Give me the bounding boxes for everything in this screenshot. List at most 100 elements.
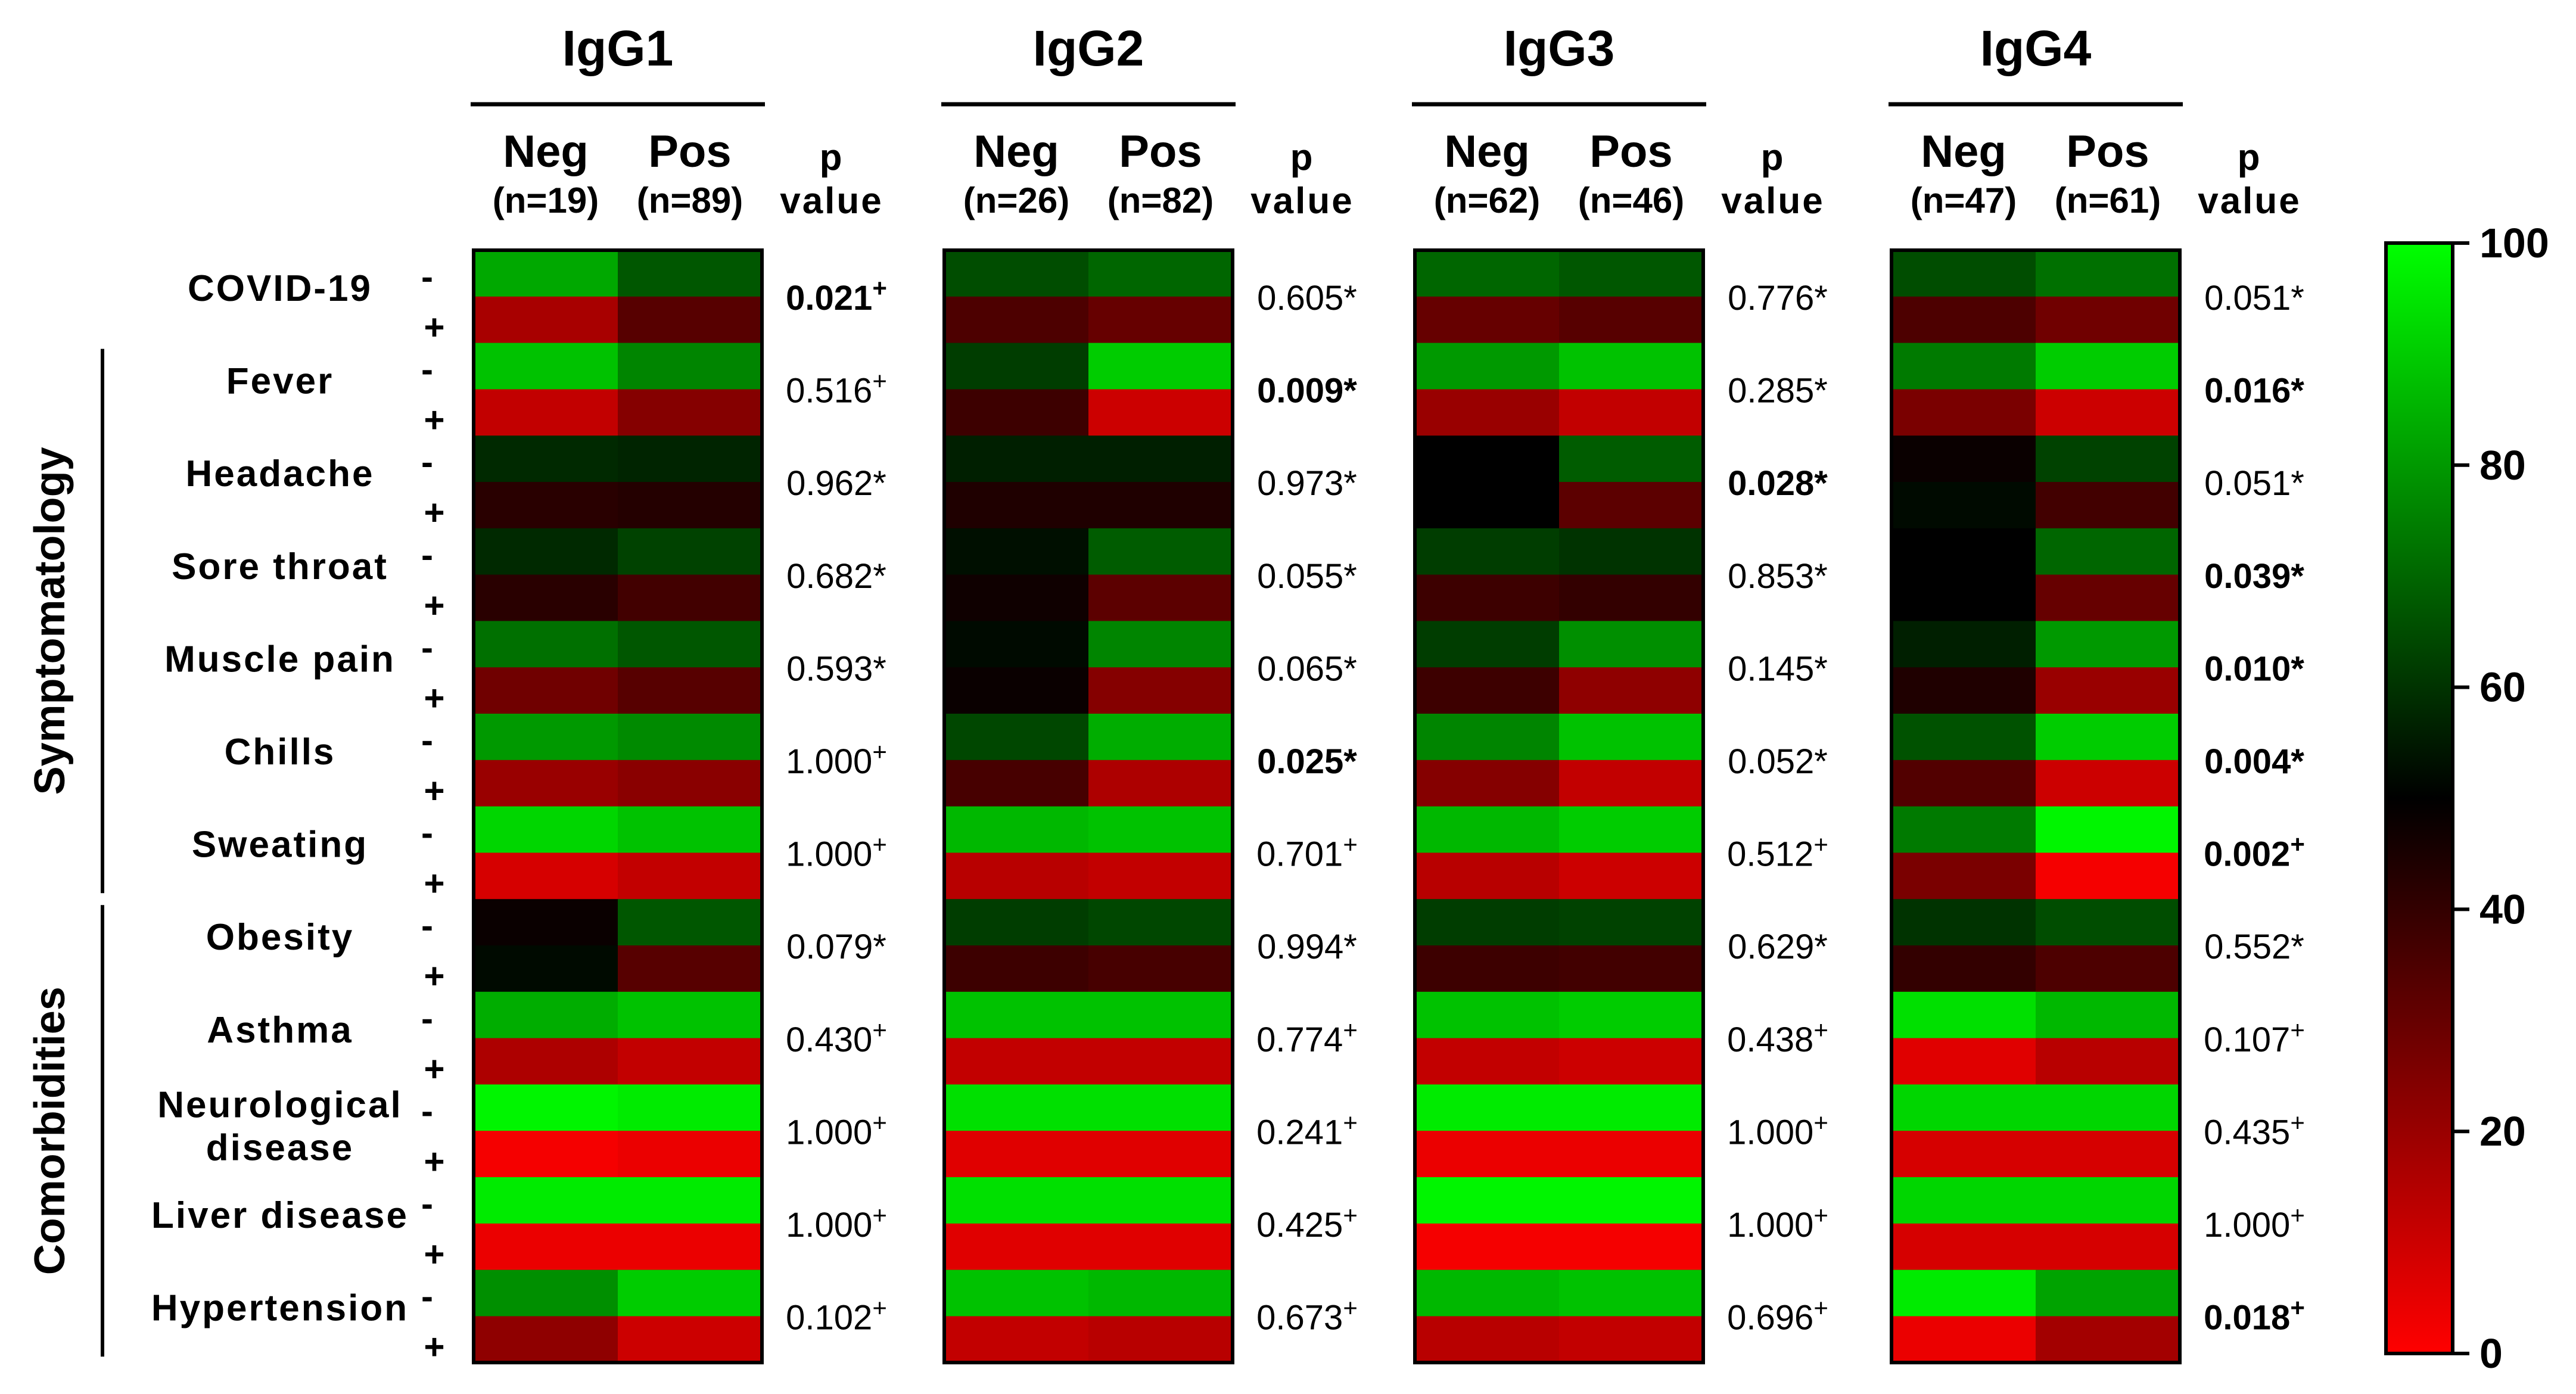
heatmap-cell: [1415, 667, 1560, 714]
colorbar-tick-label: 20: [2479, 1108, 2526, 1155]
column-label: Pos: [648, 126, 731, 177]
column-n: (n=19): [493, 181, 599, 220]
p-value: 0.079*: [786, 928, 886, 966]
p-value: 1.000+: [2204, 1201, 2305, 1244]
p-value-marker: +: [1813, 1201, 1828, 1229]
sign-absent: -: [421, 350, 433, 390]
heatmap-cell: [1088, 1084, 1233, 1131]
heatmap-cell: [1559, 528, 1704, 575]
p-value-marker: *: [1343, 742, 1357, 781]
sign-absent: -: [421, 535, 433, 575]
row-label: Neurological: [157, 1084, 403, 1125]
heatmap-cell: [1559, 1084, 1704, 1131]
p-value: 1.000+: [786, 1201, 887, 1244]
sign-present: +: [424, 1327, 444, 1367]
heatmap-cell: [1088, 250, 1233, 297]
heatmap-cell: [1559, 852, 1704, 900]
heatmap-cell: [1891, 250, 2036, 297]
group-label: Comorbidities: [26, 987, 74, 1275]
heatmap-cell: [1415, 1084, 1560, 1131]
p-value-number: 0.016: [2204, 372, 2291, 410]
heatmap-cell: [2036, 435, 2180, 483]
panel-title: IgG3: [1504, 20, 1615, 76]
heatmap-cell: [618, 574, 763, 621]
heatmap-cell: [1559, 621, 1704, 668]
heatmap-cell: [618, 899, 763, 946]
p-value: 0.512+: [1727, 830, 1828, 874]
heatmap-cell: [1559, 1269, 1704, 1317]
heatmap-cell: [618, 852, 763, 900]
p-value-header: p: [2238, 137, 2262, 178]
heatmap-cell: [1415, 714, 1560, 761]
p-value-marker: +: [2290, 1201, 2305, 1229]
heatmap-cell: [1415, 482, 1560, 529]
p-value-marker: *: [1814, 649, 1828, 688]
heatmap-cell: [1088, 1223, 1233, 1271]
heatmap-cell: [944, 482, 1089, 529]
heatmap-cell: [618, 435, 763, 483]
p-value: 0.673+: [1256, 1294, 1358, 1337]
heatmap-cell: [944, 296, 1089, 344]
panel-border: [942, 248, 1234, 1365]
p-value-header: p: [1761, 137, 1785, 178]
heatmap-cell: [618, 250, 763, 297]
row-label: Obesity: [206, 917, 354, 958]
sign-absent: -: [421, 1091, 433, 1131]
heatmap-cell: [474, 852, 618, 900]
heatmap-cell: [2036, 945, 2180, 992]
p-value: 0.425+: [1256, 1201, 1358, 1244]
heatmap-cell: [944, 389, 1089, 436]
p-value-marker: *: [1343, 464, 1357, 503]
heatmap-cell: [1088, 806, 1233, 853]
p-value-number: 0.853: [1728, 557, 1814, 596]
p-value-number: 0.425: [1256, 1206, 1343, 1244]
heatmap-cell: [1088, 1269, 1233, 1317]
p-value: 0.516+: [786, 367, 887, 410]
panel-border: [1890, 248, 2182, 1365]
p-value: 0.430+: [786, 1016, 887, 1059]
sign-absent: -: [421, 720, 433, 760]
heatmap-cell: [2036, 1316, 2180, 1363]
heatmap-cell: [1415, 1269, 1560, 1317]
p-value: 0.018+: [2204, 1294, 2305, 1337]
heatmap-cell: [944, 852, 1089, 900]
p-value: 0.055*: [1257, 557, 1357, 596]
column-label: Neg: [1444, 126, 1530, 177]
heatmap-cell: [1415, 760, 1560, 807]
heatmap-cell: [1559, 1223, 1704, 1271]
sign-absent: -: [421, 442, 433, 482]
p-value-number: 0.055: [1257, 557, 1343, 596]
heatmap-cell: [1415, 1223, 1560, 1271]
row-label: Sore throat: [172, 546, 388, 587]
heatmap-cell: [1415, 852, 1560, 900]
p-value-number: 0.593: [786, 649, 873, 688]
p-value-number: 0.065: [1257, 649, 1343, 688]
panel-title: IgG2: [1033, 20, 1144, 76]
heatmap-cell: [944, 435, 1089, 483]
heatmap-cell: [1891, 806, 2036, 853]
p-value-number: 0.010: [2204, 649, 2291, 688]
heatmap-cell: [1559, 945, 1704, 992]
heatmap-cell: [1088, 714, 1233, 761]
heatmap-cell: [2036, 760, 2180, 807]
heatmap-cell: [944, 1269, 1089, 1317]
p-value-number: 1.000: [786, 1113, 872, 1152]
heatmap-cell: [1088, 389, 1233, 436]
p-value: 0.004*: [2204, 742, 2304, 781]
column-n: (n=89): [637, 181, 743, 220]
heatmap-cell: [1891, 714, 2036, 761]
row-label: COVID-19: [188, 268, 372, 309]
heatmap-cell: [1559, 1177, 1704, 1224]
heatmap-cell: [1559, 991, 1704, 1039]
heatmap-cell: [1891, 1316, 2036, 1363]
p-value: 0.051*: [2204, 464, 2304, 503]
p-value-header: value: [2198, 181, 2301, 222]
colorbar: [2384, 241, 2454, 1355]
p-value-number: 0.962: [786, 464, 873, 503]
p-value-marker: *: [873, 464, 886, 503]
heatmap-cell: [474, 1269, 618, 1317]
p-value: 0.696+: [1727, 1294, 1828, 1337]
sign-absent: -: [421, 813, 433, 853]
heatmap-cell: [1891, 1084, 2036, 1131]
